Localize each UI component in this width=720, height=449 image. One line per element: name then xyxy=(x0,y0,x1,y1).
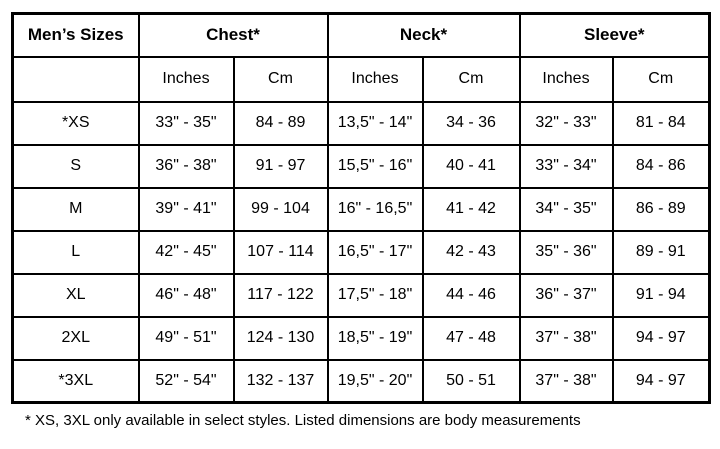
group-header-sleeve: Sleeve* xyxy=(518,12,711,58)
group-header-chest: Chest* xyxy=(137,12,329,58)
measurement-cell: 49" - 51" xyxy=(137,315,235,361)
unit-header-chest-cm: Cm xyxy=(232,55,329,103)
measurement-cell: 47 - 48 xyxy=(421,315,521,361)
table-row: 2XL 49" - 51" 124 - 130 18,5" - 19" 47 - 48 3… xyxy=(11,315,711,361)
measurement-cell: 36" - 37" xyxy=(518,272,614,318)
table-row: M 39" - 41" 99 - 104 16" - 16,5" 41 - 42 34" … xyxy=(11,186,711,232)
measurement-cell: 34 - 36 xyxy=(421,100,521,146)
measurement-cell: 34" - 35" xyxy=(518,186,614,232)
measurement-cell: 36" - 38" xyxy=(137,143,235,189)
table-row: *XS 33" - 35" 84 - 89 13,5" - 14" 34 - 36 32"… xyxy=(11,100,711,146)
table-row: S 36" - 38" 91 - 97 15,5" - 16" 40 - 41 33" -… xyxy=(11,143,711,189)
table-body: *XS 33" - 35" 84 - 89 13,5" - 14" 34 - 36 32"… xyxy=(11,100,711,404)
measurement-cell: 19,5" - 20" xyxy=(326,358,424,404)
measurement-cell: 91 - 94 xyxy=(611,272,711,318)
measurement-cell: 132 - 137 xyxy=(232,358,329,404)
measurement-cell: 44 - 46 xyxy=(421,272,521,318)
unit-header-row: Inches Cm Inches Cm Inches Cm xyxy=(11,55,711,103)
corner-empty-cell xyxy=(11,55,140,103)
measurement-cell: 86 - 89 xyxy=(611,186,711,232)
size-cell: L xyxy=(11,229,140,275)
footnote: * XS, 3XL only available in select style… xyxy=(25,412,581,429)
measurement-cell: 107 - 114 xyxy=(232,229,329,275)
group-header-row: Men’s Sizes Chest* Neck* Sleeve* xyxy=(11,12,711,58)
corner-header: Men’s Sizes xyxy=(11,12,140,58)
measurement-cell: 32" - 33" xyxy=(518,100,614,146)
size-cell: S xyxy=(11,143,140,189)
size-cell: XL xyxy=(11,272,140,318)
measurement-cell: 40 - 41 xyxy=(421,143,521,189)
size-cell: 2XL xyxy=(11,315,140,361)
measurement-cell: 33" - 34" xyxy=(518,143,614,189)
measurement-cell: 16,5" - 17" xyxy=(326,229,424,275)
measurement-cell: 13,5" - 14" xyxy=(326,100,424,146)
measurement-cell: 35" - 36" xyxy=(518,229,614,275)
measurement-cell: 50 - 51 xyxy=(421,358,521,404)
measurement-cell: 37" - 38" xyxy=(518,358,614,404)
size-cell: M xyxy=(11,186,140,232)
measurement-cell: 91 - 97 xyxy=(232,143,329,189)
measurement-cell: 84 - 86 xyxy=(611,143,711,189)
measurement-cell: 52" - 54" xyxy=(137,358,235,404)
measurement-cell: 99 - 104 xyxy=(232,186,329,232)
measurement-cell: 37" - 38" xyxy=(518,315,614,361)
mens-sizes-table: Men’s Sizes Chest* Neck* Sleeve* Inches … xyxy=(11,12,711,404)
size-cell: *3XL xyxy=(11,358,140,404)
measurement-cell: 42 - 43 xyxy=(421,229,521,275)
group-header-neck: Neck* xyxy=(326,12,521,58)
table-row: XL 46" - 48" 117 - 122 17,5" - 18" 44 - 46 36… xyxy=(11,272,711,318)
unit-header-neck-cm: Cm xyxy=(421,55,521,103)
unit-header-sleeve-inches: Inches xyxy=(518,55,614,103)
measurement-cell: 124 - 130 xyxy=(232,315,329,361)
measurement-cell: 46" - 48" xyxy=(137,272,235,318)
measurement-cell: 41 - 42 xyxy=(421,186,521,232)
measurement-cell: 17,5" - 18" xyxy=(326,272,424,318)
measurement-cell: 94 - 97 xyxy=(611,315,711,361)
measurement-cell: 18,5" - 19" xyxy=(326,315,424,361)
measurement-cell: 84 - 89 xyxy=(232,100,329,146)
measurement-cell: 33" - 35" xyxy=(137,100,235,146)
unit-header-neck-inches: Inches xyxy=(326,55,424,103)
measurement-cell: 94 - 97 xyxy=(611,358,711,404)
measurement-cell: 81 - 84 xyxy=(611,100,711,146)
unit-header-chest-inches: Inches xyxy=(137,55,235,103)
measurement-cell: 42" - 45" xyxy=(137,229,235,275)
measurement-cell: 15,5" - 16" xyxy=(326,143,424,189)
size-cell: *XS xyxy=(11,100,140,146)
unit-header-sleeve-cm: Cm xyxy=(611,55,711,103)
measurement-cell: 39" - 41" xyxy=(137,186,235,232)
measurement-cell: 16" - 16,5" xyxy=(326,186,424,232)
measurement-cell: 89 - 91 xyxy=(611,229,711,275)
table-row: L 42" - 45" 107 - 114 16,5" - 17" 42 - 43 35"… xyxy=(11,229,711,275)
measurement-cell: 117 - 122 xyxy=(232,272,329,318)
table-row: *3XL 52" - 54" 132 - 137 19,5" - 20" 50 - 51… xyxy=(11,358,711,404)
